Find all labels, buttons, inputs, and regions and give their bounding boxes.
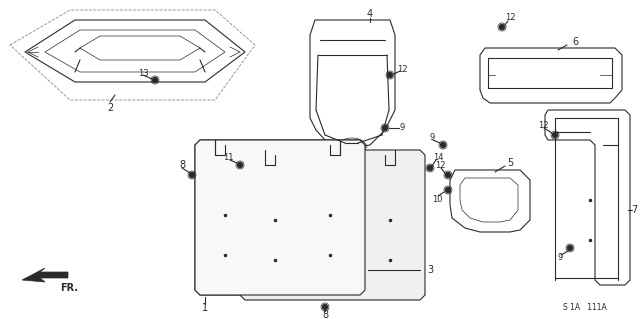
- Text: 8: 8: [179, 160, 185, 170]
- Polygon shape: [22, 268, 68, 282]
- Text: 8: 8: [322, 310, 328, 319]
- Text: 9: 9: [399, 123, 404, 132]
- Text: 7: 7: [631, 205, 637, 215]
- Text: 14: 14: [433, 152, 444, 161]
- Circle shape: [499, 25, 504, 29]
- Circle shape: [568, 246, 573, 250]
- Circle shape: [552, 132, 557, 137]
- Circle shape: [428, 166, 433, 170]
- Circle shape: [440, 143, 445, 147]
- Text: 9: 9: [557, 254, 563, 263]
- Polygon shape: [195, 140, 365, 295]
- Text: 12: 12: [505, 13, 515, 23]
- Text: FR.: FR.: [60, 283, 78, 293]
- Text: 9: 9: [429, 132, 435, 142]
- Circle shape: [445, 173, 451, 177]
- Text: S 1A   111A: S 1A 111A: [563, 303, 607, 313]
- Polygon shape: [195, 140, 365, 295]
- Text: 10: 10: [432, 195, 442, 204]
- Text: 3: 3: [427, 265, 433, 275]
- Text: 12: 12: [435, 160, 445, 169]
- Text: 11: 11: [223, 152, 233, 161]
- Circle shape: [152, 78, 157, 83]
- Polygon shape: [240, 150, 425, 300]
- Text: 12: 12: [397, 65, 407, 75]
- Text: 4: 4: [367, 9, 373, 19]
- Circle shape: [387, 72, 392, 78]
- Text: 5: 5: [507, 158, 513, 168]
- Text: 6: 6: [572, 37, 578, 47]
- Text: 2: 2: [107, 103, 113, 113]
- Circle shape: [383, 125, 387, 130]
- Circle shape: [323, 305, 328, 309]
- Text: 1: 1: [202, 303, 208, 313]
- Text: 13: 13: [138, 69, 148, 78]
- Circle shape: [445, 188, 451, 192]
- Circle shape: [237, 162, 243, 167]
- Circle shape: [189, 173, 195, 177]
- Text: 12: 12: [538, 121, 548, 130]
